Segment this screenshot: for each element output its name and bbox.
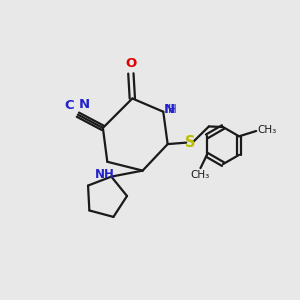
- Text: NH: NH: [94, 168, 114, 181]
- Text: N: N: [79, 98, 90, 111]
- Text: S: S: [184, 135, 195, 150]
- Text: H: H: [168, 103, 177, 116]
- Text: CH₃: CH₃: [190, 170, 209, 181]
- Text: CH₃: CH₃: [257, 125, 276, 135]
- Text: O: O: [125, 57, 136, 70]
- Text: C: C: [65, 99, 74, 112]
- Text: N: N: [164, 103, 175, 116]
